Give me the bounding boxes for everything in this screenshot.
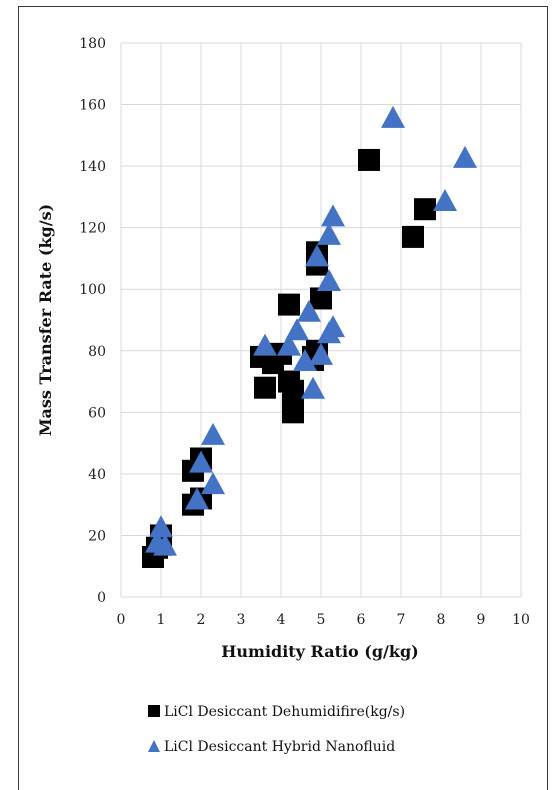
x-tick-label: 8 xyxy=(437,612,446,628)
y-tick-labels: 0 20 40 60 80 100 120 140 160 180 xyxy=(79,36,106,606)
data-point-triangle xyxy=(381,105,405,128)
x-tick-label: 3 xyxy=(237,612,246,628)
data-point-triangle xyxy=(297,299,321,322)
y-tick-label: 180 xyxy=(79,36,106,52)
x-tick-label: 2 xyxy=(197,612,206,628)
data-point-triangle xyxy=(317,222,341,245)
data-points xyxy=(142,105,477,568)
y-tick-label: 20 xyxy=(88,528,106,544)
legend: LiCl Desiccant Dehumidifire(kg/s) LiCl D… xyxy=(148,704,405,755)
data-point-triangle xyxy=(293,349,317,372)
data-point-triangle xyxy=(285,318,309,341)
y-tick-label: 160 xyxy=(79,98,106,114)
data-point-triangle xyxy=(301,376,325,399)
x-tick-label: 5 xyxy=(317,612,326,628)
data-point-triangle xyxy=(201,472,225,495)
data-point-triangle xyxy=(321,315,345,338)
y-tick-label: 140 xyxy=(79,159,106,175)
y-tick-label: 0 xyxy=(97,590,106,606)
data-point-triangle xyxy=(309,342,333,365)
data-point-triangle xyxy=(153,533,177,556)
y-tick-label: 100 xyxy=(79,282,106,298)
data-point-triangle xyxy=(317,268,341,291)
chart-frame xyxy=(18,6,548,790)
x-tick-labels: 0 1 2 3 4 5 6 7 8 9 10 xyxy=(117,612,530,628)
data-point-triangle xyxy=(453,145,477,168)
legend-marker-triangle xyxy=(148,740,160,752)
x-tick-label: 9 xyxy=(477,612,486,628)
data-point-triangle xyxy=(185,487,209,510)
data-point-square xyxy=(358,148,380,171)
x-tick-label: 6 xyxy=(357,612,366,628)
y-tick-label: 60 xyxy=(88,405,106,421)
data-point-square xyxy=(402,225,424,248)
y-tick-label: 120 xyxy=(79,221,106,237)
data-point-square xyxy=(282,379,304,402)
data-point-triangle xyxy=(321,204,345,227)
x-tick-label: 4 xyxy=(277,612,286,628)
y-tick-label: 80 xyxy=(88,344,106,360)
data-point-triangle xyxy=(253,333,277,356)
data-point-triangle xyxy=(149,515,173,538)
y-axis-title: Mass Transfer Rate (kg/s) xyxy=(36,204,55,436)
data-point-triangle xyxy=(277,333,301,356)
data-point-triangle xyxy=(189,450,213,473)
y-tick-label: 40 xyxy=(88,467,106,483)
data-point-triangle xyxy=(305,244,329,267)
data-point-triangle xyxy=(201,422,225,445)
data-point-square xyxy=(254,376,276,399)
gridlines xyxy=(120,42,522,598)
data-point-square xyxy=(310,287,332,310)
legend-marker-square xyxy=(148,705,160,717)
x-tick-label: 1 xyxy=(157,612,166,628)
x-tick-label: 7 xyxy=(397,612,406,628)
data-point-square xyxy=(414,198,436,221)
legend-label-dehumidifier: LiCl Desiccant Dehumidifire(kg/s) xyxy=(164,704,405,720)
data-point-square xyxy=(282,401,304,424)
x-axis-title: Humidity Ratio (g/kg) xyxy=(221,642,418,661)
data-point-triangle xyxy=(433,188,457,211)
data-point-square xyxy=(278,293,300,316)
legend-label-hybrid-nanofluid: LiCl Desiccant Hybrid Nanofluid xyxy=(164,739,395,755)
x-tick-label: 0 xyxy=(117,612,126,628)
x-tick-label: 10 xyxy=(512,612,530,628)
